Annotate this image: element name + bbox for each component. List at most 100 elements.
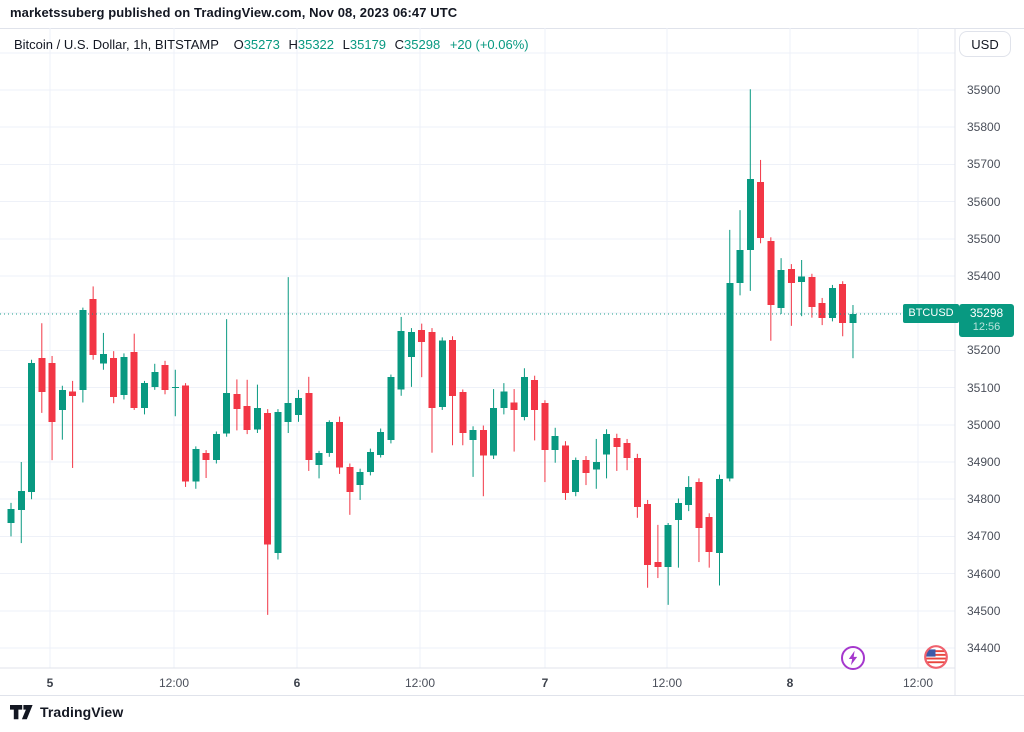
candle-body (202, 453, 210, 461)
price-tick-label: 35200 (967, 343, 1001, 358)
price-tick-label: 35700 (967, 157, 1001, 172)
candle-body (541, 403, 549, 451)
candle-body (17, 491, 25, 510)
candle-body (551, 435, 559, 451)
candle-body (120, 357, 128, 396)
candle-body (58, 389, 66, 410)
candle-body (418, 329, 426, 342)
price-tick-label: 35000 (967, 417, 1001, 432)
candle-body (808, 277, 816, 307)
candle-body (469, 430, 477, 441)
last-price-badge: 35298 12:56 (959, 303, 1014, 337)
candle-body (161, 364, 169, 391)
candle-body (325, 421, 333, 454)
candle-body (253, 408, 261, 430)
candle-body (243, 406, 251, 431)
candle-body (644, 504, 652, 566)
candle-body (346, 466, 354, 492)
time-tick-label: 8 (786, 676, 794, 690)
candle-body (171, 386, 179, 388)
candle-body (592, 462, 600, 470)
price-tick-label: 34400 (967, 641, 1001, 655)
price-tick-label: 35800 (967, 120, 1001, 135)
candle-body (705, 517, 713, 553)
candle-body (633, 457, 641, 508)
candle-body (192, 448, 200, 482)
price-tick-label: 35900 (967, 83, 1001, 97)
flag-circle (924, 645, 948, 669)
candle-body (695, 482, 703, 529)
chart-card (0, 28, 1024, 696)
symbol-price-line-badge: BTCUSD (903, 304, 959, 324)
tradingview-attribution[interactable]: TradingView (10, 704, 123, 720)
time-tick-label: 5 (46, 676, 54, 690)
candle-body (449, 339, 457, 396)
candle-body (264, 412, 272, 545)
price-tick-label: 34900 (967, 455, 1001, 469)
chart-legend[interactable]: Bitcoin / U.S. Dollar, 1h, BITSTAMP O352… (14, 37, 529, 52)
candle-body (520, 377, 528, 417)
time-tick-label: 12:00 (158, 676, 190, 690)
candle-body (38, 357, 46, 393)
candle-body (407, 332, 415, 358)
us-flag-icon (925, 646, 947, 668)
price-tick-label: 35100 (967, 380, 1001, 395)
candle-body (305, 393, 313, 461)
last-price-value: 35298 (969, 305, 1004, 320)
ohlc-close: C35298 (394, 37, 441, 52)
currency-toggle-label: USD (971, 36, 999, 52)
economic-event-icon[interactable] (840, 645, 866, 671)
candle-body (336, 422, 344, 468)
ohlc-open: O35273 (233, 37, 280, 52)
time-tick-label: 12:00 (404, 676, 436, 690)
currency-toggle-button[interactable]: USD (959, 31, 1011, 57)
candle-body (99, 354, 107, 364)
price-tick-label: 34600 (967, 566, 1001, 581)
lightning-bolt-icon (848, 650, 858, 666)
candle-body (664, 524, 672, 567)
candle-body (818, 303, 826, 319)
time-tick-label: 12:00 (902, 676, 934, 690)
candle-body (787, 268, 795, 284)
candle-body (757, 181, 765, 239)
candle-body (315, 453, 323, 465)
publish-byline: marketssuberg published on TradingView.c… (10, 5, 458, 20)
candle-body (613, 438, 621, 448)
tradingview-wordmark: TradingView (40, 704, 124, 720)
candle-body (366, 451, 374, 473)
candle-body (603, 434, 611, 455)
price-tick-label: 35500 (967, 231, 1001, 246)
candle-body (284, 402, 292, 422)
candle-body (274, 411, 282, 554)
price-tick-label: 35600 (967, 194, 1001, 209)
candle-body (89, 299, 97, 355)
candle-body (130, 351, 138, 409)
candle-body (7, 509, 15, 524)
candle-body (510, 402, 518, 410)
candle-body (654, 562, 662, 567)
price-tick-label: 34800 (967, 492, 1001, 507)
price-tick-label: 34500 (967, 603, 1001, 618)
candle-body (582, 460, 590, 474)
ohlc-high: H35322 (288, 37, 335, 52)
candle-body (233, 393, 241, 410)
time-tick-label: 7 (541, 676, 549, 690)
candle-body (685, 486, 693, 506)
candle-body (151, 371, 159, 387)
candle-body (849, 313, 857, 324)
candle-body (428, 331, 436, 409)
candle-body (623, 443, 631, 458)
candle-body (561, 445, 569, 493)
candle-body (490, 408, 498, 456)
candle-body (726, 283, 734, 479)
us-flag-event-icon[interactable] (923, 644, 949, 670)
candle-body (746, 178, 754, 250)
candle-body (438, 340, 446, 407)
time-tick-label: 6 (293, 676, 301, 690)
candle-body (531, 380, 539, 410)
price-tick-label: 34700 (967, 529, 1001, 544)
candle-body (572, 460, 580, 492)
candle-body (397, 331, 405, 390)
